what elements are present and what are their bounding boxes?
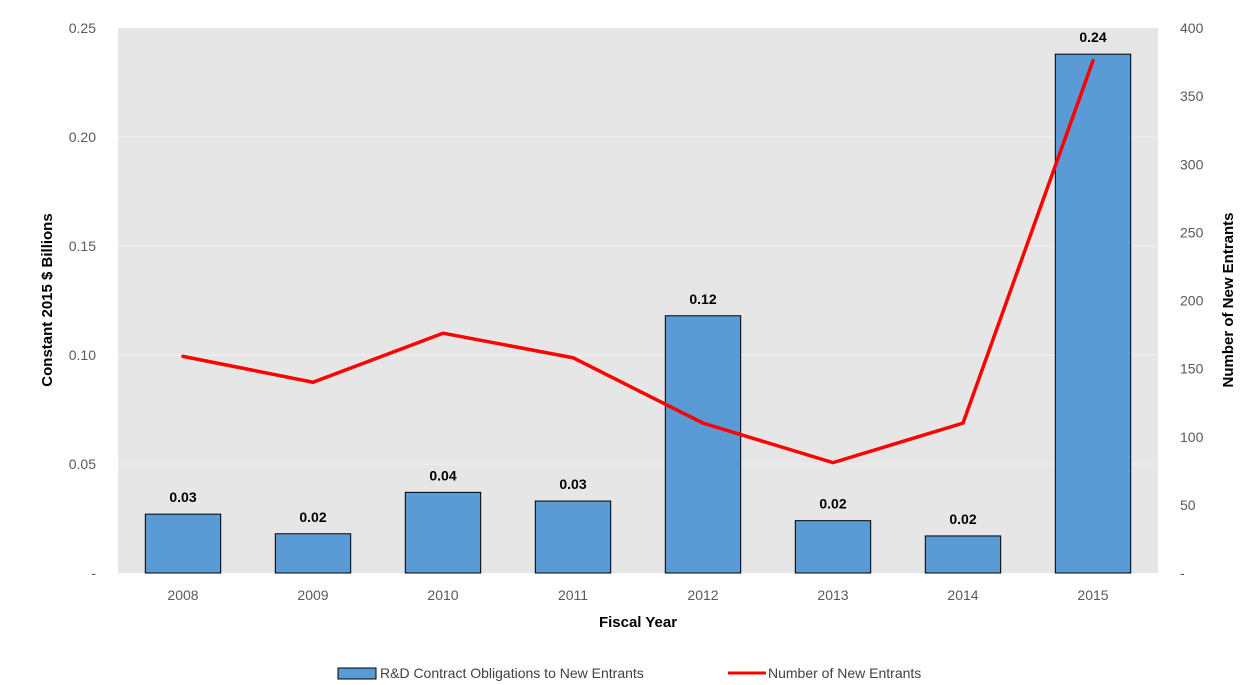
x-axis-ticks: 2008 2009 2010 2011 2012 2013 2014 2015 xyxy=(167,587,1108,603)
y2-tick-label: - xyxy=(1180,565,1185,581)
legend-bar-swatch xyxy=(337,667,377,680)
x-tick-label: 2009 xyxy=(297,587,328,603)
line-series xyxy=(181,58,1095,465)
y-tick-label: 0.25 xyxy=(69,20,96,36)
line-point xyxy=(181,354,185,358)
bar-data-labels: 0.03 0.02 0.04 0.03 0.12 0.02 0.02 0.24 xyxy=(169,29,1106,527)
y2-tick-label: 350 xyxy=(1180,88,1204,104)
x-tick-label: 2010 xyxy=(427,587,458,603)
line-point xyxy=(831,461,835,465)
line-point xyxy=(961,421,965,425)
bar-data-label: 0.02 xyxy=(819,496,846,512)
right-axis-ticks: - 50 100 150 200 250 300 350 400 xyxy=(1180,20,1204,581)
y2-tick-label: 300 xyxy=(1180,156,1204,172)
y-tick-label: - xyxy=(91,565,96,581)
bar-data-label: 0.02 xyxy=(299,509,326,525)
new-entrants-line xyxy=(181,58,1095,465)
y-tick-label: 0.20 xyxy=(69,129,96,145)
line-point xyxy=(571,356,575,360)
bar-data-label: 0.03 xyxy=(559,476,586,492)
bar xyxy=(924,535,1002,574)
left-axis-ticks: - 0.05 0.10 0.15 0.20 0.25 xyxy=(69,20,97,581)
x-tick-label: 2014 xyxy=(947,587,978,603)
bar xyxy=(144,513,222,574)
y2-tick-label: 200 xyxy=(1180,293,1204,309)
x-tick-label: 2011 xyxy=(558,587,588,603)
y-tick-label: 0.10 xyxy=(69,347,96,363)
y2-tick-label: 150 xyxy=(1180,361,1204,377)
bar-series xyxy=(144,53,1132,574)
bar xyxy=(794,520,872,574)
bar-data-label: 0.04 xyxy=(429,467,456,483)
line-point xyxy=(1091,59,1095,63)
bar xyxy=(274,533,352,574)
bar xyxy=(404,491,482,574)
legend-line-label: Number of New Entrants xyxy=(768,665,921,681)
y2-axis-title: Number of New Entrants xyxy=(1220,212,1237,387)
y-tick-label: 0.05 xyxy=(69,456,96,472)
x-axis-title: Fiscal Year xyxy=(599,614,677,631)
y2-tick-label: 400 xyxy=(1180,20,1204,36)
y-axis-title: Constant 2015 $ Billions xyxy=(39,213,56,386)
y2-tick-label: 50 xyxy=(1180,497,1196,513)
x-tick-label: 2013 xyxy=(817,587,848,603)
x-tick-label: 2008 xyxy=(167,587,198,603)
bar-data-label: 0.12 xyxy=(689,291,716,307)
line-point xyxy=(311,380,315,384)
bar-data-label: 0.02 xyxy=(949,511,976,527)
line-point xyxy=(701,421,705,425)
legend: R&D Contract Obligations to New Entrants… xyxy=(337,665,921,681)
legend-bar-label: R&D Contract Obligations to New Entrants xyxy=(380,665,644,681)
line-point xyxy=(441,331,445,335)
y2-tick-label: 100 xyxy=(1180,429,1204,445)
x-tick-label: 2015 xyxy=(1077,587,1108,603)
bar xyxy=(1054,53,1132,574)
bar xyxy=(664,315,742,574)
y2-tick-label: 250 xyxy=(1180,224,1204,240)
gridlines xyxy=(118,136,1158,465)
plot-area xyxy=(118,28,1158,573)
x-tick-label: 2012 xyxy=(687,587,718,603)
bar-data-label: 0.03 xyxy=(169,489,196,505)
bar-data-label: 0.24 xyxy=(1079,29,1106,45)
y-tick-label: 0.15 xyxy=(69,238,96,254)
bar xyxy=(534,500,612,574)
